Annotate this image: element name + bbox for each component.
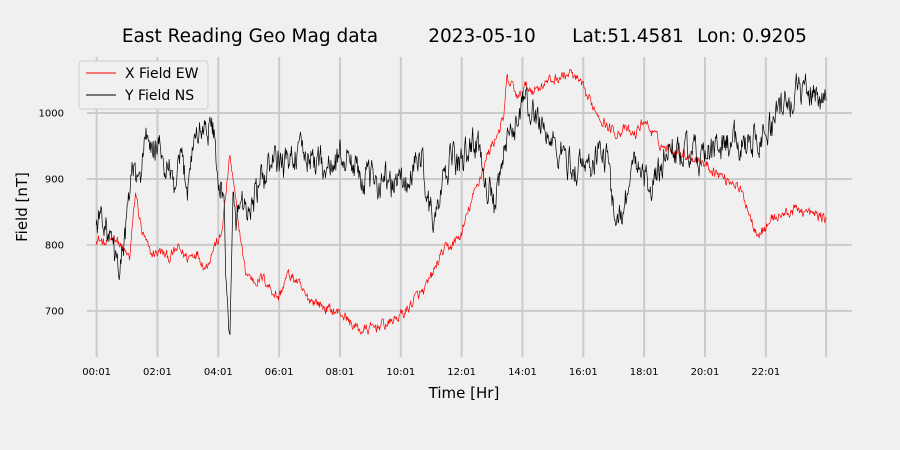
x-tick-label: 06:01	[265, 367, 294, 378]
x-tick-label: 22:01	[751, 367, 780, 378]
x-tick-label: 00:01	[82, 367, 111, 378]
x-tick-label: 16:01	[569, 367, 598, 378]
y-axis-title: Field [nT]	[13, 172, 31, 242]
x-tick-label: 02:01	[143, 367, 172, 378]
x-tick-label: 18:01	[630, 367, 659, 378]
x-tick-label: 04:01	[204, 367, 233, 378]
chart-title-latitude: Lat:51.4581	[572, 26, 684, 47]
x-tick-label: 08:01	[326, 367, 355, 378]
series-layer	[95, 68, 827, 336]
x-tick-label: 10:01	[386, 367, 415, 378]
chart-title-longitude: Lon: 0.9205	[697, 26, 807, 47]
y-tick-label: 1000	[39, 109, 64, 120]
tick-labels: 00:01 02:01 04:01 06:01 08:01 10:01 12:01 14:01…	[39, 109, 781, 378]
y-field-line	[95, 73, 827, 336]
chart-title-date: 2023-05-10	[428, 26, 536, 47]
x-tick-label: 14:01	[508, 367, 537, 378]
chart-title: East Reading Geo Mag data 2023-05-10 Lat…	[122, 26, 807, 47]
legend-label-x-field: X Field EW	[125, 66, 199, 82]
y-tick-label: 900	[45, 174, 64, 185]
chart-title-station: East Reading Geo Mag data	[122, 26, 378, 47]
y-tick-label: 700	[45, 306, 64, 317]
grid	[87, 57, 852, 357]
legend: X Field EW Y Field NS	[78, 60, 209, 110]
x-tick-label: 20:01	[691, 367, 720, 378]
legend-label-y-field: Y Field NS	[124, 88, 194, 104]
y-tick-label: 800	[45, 240, 64, 251]
x-axis-title: Time [Hr]	[428, 384, 500, 402]
x-tick-label: 12:01	[447, 367, 476, 378]
x-field-line	[95, 68, 827, 335]
